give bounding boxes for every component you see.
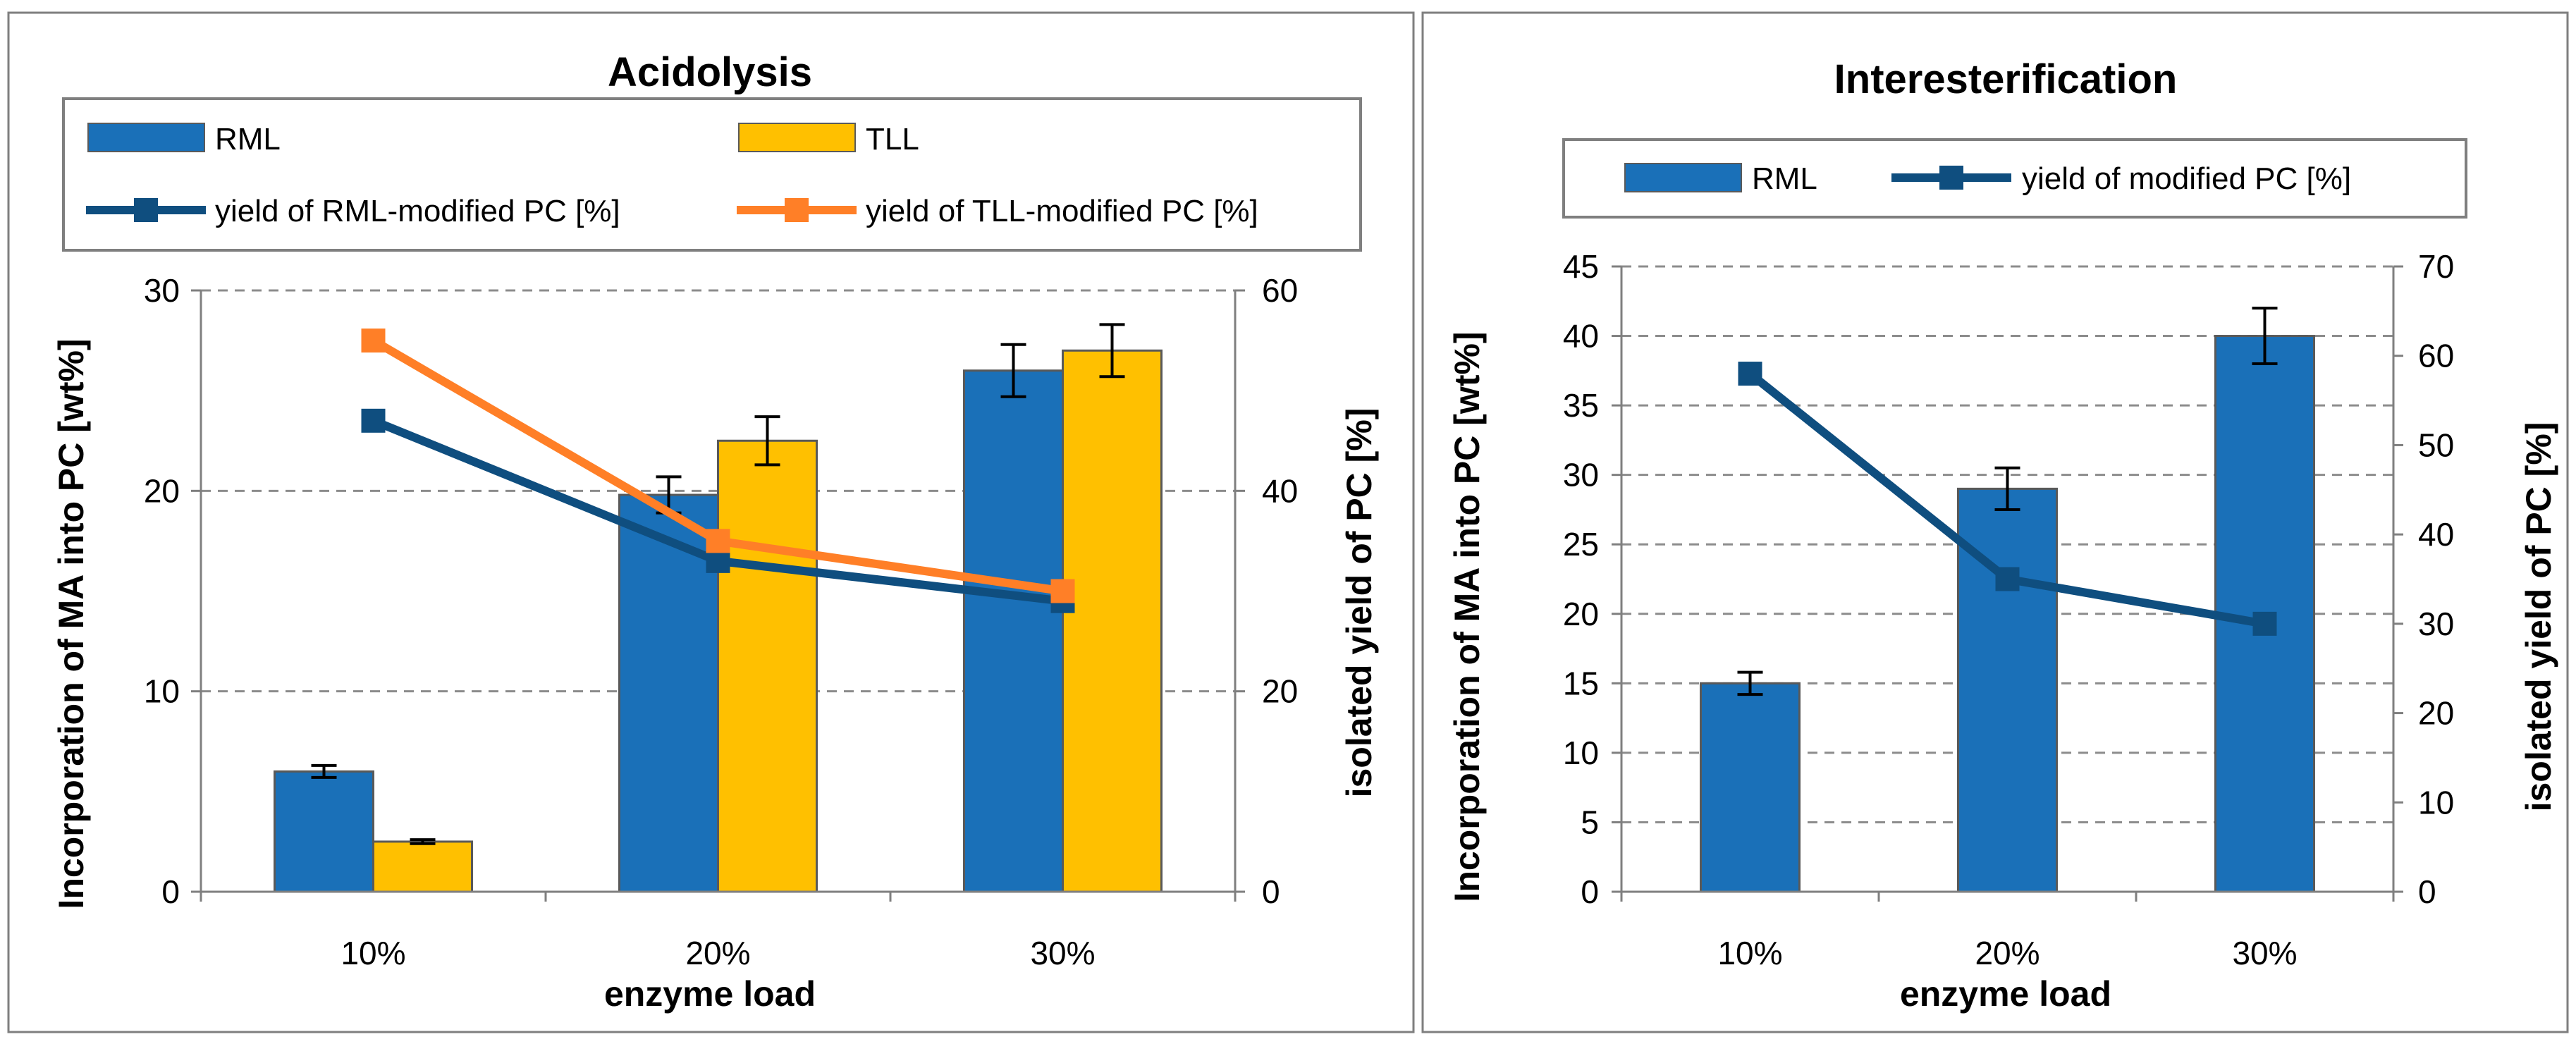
y-tick-label: 10 — [1563, 735, 1599, 771]
x-tick-label: 20% — [1975, 935, 2040, 971]
y-tick-label: 15 — [1563, 665, 1599, 701]
interesterification-y-axis-title: Incorporation of MA into PC [wt%] — [1447, 331, 1487, 902]
legend-label-rml-yield: yield of RML-modified PC [%] — [215, 194, 620, 228]
legend-marker-yield-inter — [1939, 166, 1963, 190]
interesterification-chart: Interesterification RML yield of modifie… — [1421, 11, 2569, 1033]
series-marker-1-1 — [706, 529, 730, 553]
y2-tick-label: 60 — [1262, 272, 1298, 309]
legend-label-tll-yield: yield of TLL-modified PC [%] — [866, 194, 1258, 228]
y2-tick-label: 20 — [2418, 695, 2454, 732]
legend-label-yield-inter: yield of modified PC [%] — [2022, 161, 2351, 196]
series-marker-0-2 — [2252, 611, 2277, 636]
y2-tick-label: 60 — [2418, 338, 2454, 374]
bar-rml-0 — [1700, 682, 1801, 893]
y-tick-label: 20 — [1563, 596, 1599, 632]
y2-tick-label: 70 — [2418, 248, 2454, 285]
acidolysis-title: Acidolysis — [608, 49, 812, 95]
y-tick-label: 20 — [144, 472, 180, 509]
interesterification-y2-axis-title: isolated yield of PC [%] — [2519, 422, 2558, 812]
y2-tick-label: 50 — [2418, 426, 2454, 463]
legend-swatch-rml — [87, 123, 205, 152]
series-marker-0-1 — [706, 548, 730, 573]
acidolysis-y2-axis-title: isolated yield of PC [%] — [1339, 408, 1379, 798]
legend-label-rml: RML — [215, 122, 281, 156]
y2-tick-label: 40 — [2418, 516, 2454, 553]
interesterification-title: Interesterification — [1834, 56, 2178, 102]
series-marker-0-0 — [361, 408, 386, 433]
bar-rml-2 — [963, 369, 1064, 893]
x-tick-label: 10% — [341, 935, 405, 971]
interesterification-plot-area: 0 5 10 15 20 25 30 35 40 45 0 10 20 30 40 50 60 70 10% 20% 3… — [1563, 248, 2454, 971]
acidolysis-x-axis-title: enzyme load — [604, 974, 816, 1014]
acidolysis-plot-area: 0 10 20 30 0 20 40 60 10% 20% 30% — [144, 272, 1298, 971]
legend-marker-tll-yield — [785, 198, 809, 222]
acidolysis-y-axis-title: Incorporation of MA into PC [wt%] — [51, 338, 91, 909]
x-tick-label: 30% — [2232, 935, 2297, 971]
bar-tll-1 — [717, 439, 818, 893]
y2-tick-label: 40 — [1262, 472, 1298, 509]
y2-tick-label: 0 — [1262, 873, 1280, 910]
bar-rml-0 — [274, 770, 374, 893]
legend-label-rml-inter: RML — [1752, 161, 1817, 196]
acidolysis-legend: RML TLL yield of RML-modified PC [%] yie… — [62, 97, 1362, 252]
y-tick-label: 0 — [161, 873, 180, 910]
x-tick-label: 30% — [1030, 935, 1095, 971]
y2-tick-label: 20 — [1262, 673, 1298, 710]
x-tick-label: 10% — [1717, 935, 1782, 971]
x-tick-label: 20% — [685, 935, 750, 971]
y-tick-label: 10 — [144, 673, 180, 710]
y2-tick-label: 30 — [2418, 606, 2454, 642]
legend-label-tll: TLL — [866, 122, 919, 156]
bar-tll-0 — [372, 840, 473, 893]
y-tick-label: 5 — [1581, 804, 1599, 840]
legend-swatch-rml-inter — [1624, 163, 1742, 192]
interesterification-x-axis-title: enzyme load — [1900, 974, 2111, 1014]
series-marker-1-0 — [361, 328, 386, 353]
y2-tick-label: 0 — [2418, 873, 2436, 910]
y-tick-label: 25 — [1563, 526, 1599, 563]
acidolysis-legend-box — [62, 97, 1362, 252]
acidolysis-chart: Acidolysis RML TLL yield of RML-modified… — [7, 11, 1415, 1033]
legend-marker-rml-yield — [134, 198, 158, 222]
y-tick-label: 45 — [1563, 248, 1599, 285]
y-tick-label: 40 — [1563, 318, 1599, 355]
bar-rml-1 — [618, 493, 719, 893]
y-tick-label: 30 — [144, 272, 180, 309]
series-marker-0-1 — [1995, 567, 2020, 591]
y-tick-label: 30 — [1563, 457, 1599, 493]
y2-tick-label: 10 — [2418, 784, 2454, 821]
legend-swatch-tll — [738, 123, 856, 152]
bar-tll-2 — [1062, 349, 1163, 893]
series-marker-1-2 — [1050, 579, 1075, 603]
interesterification-legend: RML yield of modified PC [%] — [1562, 138, 2467, 219]
y-tick-label: 35 — [1563, 387, 1599, 424]
y-tick-label: 0 — [1581, 873, 1599, 910]
series-marker-0-0 — [1738, 362, 1762, 386]
